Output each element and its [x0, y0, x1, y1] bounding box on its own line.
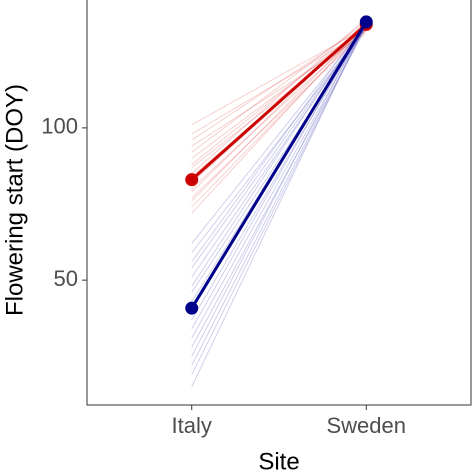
series-line — [191, 30, 367, 168]
series-line — [191, 24, 367, 375]
series-line — [190, 21, 368, 309]
series-line — [191, 24, 367, 214]
series-line — [191, 21, 367, 387]
series-line — [191, 27, 367, 208]
series-line — [191, 21, 367, 287]
series-line — [191, 21, 367, 330]
series-line — [191, 24, 367, 244]
series-line — [191, 24, 367, 202]
point — [185, 301, 199, 315]
series-line — [191, 30, 367, 135]
series-line — [191, 26, 367, 126]
series-line — [191, 27, 367, 348]
panel-border — [86, 0, 472, 406]
series-line — [191, 21, 367, 263]
x-tick-label: Italy — [172, 413, 212, 438]
x-tick-label: Sweden — [327, 413, 407, 438]
point — [359, 15, 373, 29]
series-line — [191, 24, 367, 269]
point — [185, 173, 199, 187]
series-line — [191, 21, 367, 357]
y-tick-label: 50 — [54, 266, 78, 291]
series-line — [191, 27, 367, 190]
series-line — [191, 24, 367, 339]
y-axis-label: Flowering start (DOY) — [1, 84, 28, 316]
y-tick-label: 100 — [41, 114, 78, 139]
series-line — [191, 17, 367, 174]
series-line — [191, 30, 367, 199]
series-line — [191, 24, 367, 320]
x-axis-label: Site — [258, 448, 299, 474]
series-line — [190, 23, 368, 181]
series-line — [191, 23, 367, 165]
series-line — [191, 33, 367, 147]
series-line — [191, 20, 367, 153]
series-line — [191, 27, 367, 254]
series-line — [191, 24, 367, 278]
series-line — [191, 24, 367, 366]
series-line — [191, 23, 367, 141]
